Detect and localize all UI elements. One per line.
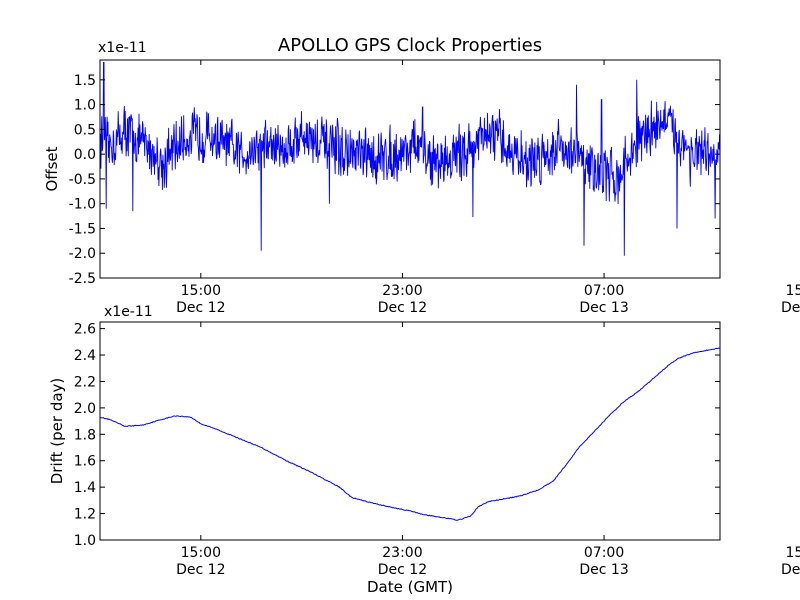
offset-y-tick-label: -1.0 (69, 197, 96, 213)
offset-scale-label: x1e-11 (98, 40, 147, 56)
offset-y-tick-label: 0.0 (74, 147, 96, 163)
drift-x-axis-label: Date (GMT) (367, 578, 453, 596)
drift-y-tick-label: 1.4 (74, 480, 96, 496)
offset-x-tick-date-label: Dec 12 (378, 300, 427, 316)
offset-x-tick-time-label: 15:00 (181, 283, 221, 299)
drift-series-line (100, 347, 720, 521)
offset-x-tick-time-label: 07:00 (584, 283, 624, 299)
offset-y-axis-label: Offset (43, 146, 61, 191)
offset-x-tick-date-label: Dec 13 (579, 300, 628, 316)
offset-plot-area (100, 62, 720, 256)
drift-x-tick-date-label: Dec 12 (378, 562, 427, 578)
offset-y-tick-label: -0.5 (69, 172, 96, 188)
drift-scale-label: x1e-11 (104, 304, 153, 320)
drift-x-tick-time-label: 23:00 (382, 545, 422, 561)
offset-y-tick-label: -1.5 (69, 221, 96, 237)
drift-x-tick-time-label: 15:00 (181, 545, 221, 561)
offset-series-line (100, 62, 720, 256)
drift-y-tick-label: 2.4 (74, 348, 96, 364)
drift-y-tick-label: 1.2 (74, 507, 96, 523)
offset-x-tick-time-label: 23:00 (382, 283, 422, 299)
offset-ticks: -2.5-2.0-1.5-1.0-0.50.00.51.01.515:00Dec… (69, 60, 800, 316)
offset-y-tick-label: 0.5 (74, 122, 96, 138)
drift-y-tick-label: 1.0 (74, 533, 96, 549)
drift-y-tick-label: 2.6 (74, 322, 96, 338)
drift-x-tick-date-label: Dec 12 (176, 562, 225, 578)
offset-x-tick-date-label: Dec 13 (781, 300, 800, 316)
drift-x-tick-date-label: Dec 13 (781, 562, 800, 578)
drift-y-tick-label: 2.2 (74, 374, 96, 390)
offset-x-tick-date-label: Dec 12 (176, 300, 225, 316)
drift-axes-frame (99, 321, 721, 541)
drift-y-tick-label: 1.8 (74, 427, 96, 443)
offset-x-tick-time-label: 15:00 (786, 283, 800, 299)
drift-y-tick-label: 2.0 (74, 401, 96, 417)
offset-y-tick-label: 1.0 (74, 98, 96, 114)
offset-axes-frame (99, 59, 721, 279)
drift-x-tick-time-label: 07:00 (584, 545, 624, 561)
offset-y-tick-label: 1.5 (74, 73, 96, 89)
drift-x-tick-date-label: Dec 13 (579, 562, 628, 578)
chart-title: APOLLO GPS Clock Properties (278, 35, 542, 56)
drift-x-tick-time-label: 15:00 (786, 545, 800, 561)
offset-y-tick-label: -2.0 (69, 246, 96, 262)
drift-y-tick-label: 1.6 (74, 454, 96, 470)
drift-y-axis-label: Drift (per day) (48, 378, 66, 485)
offset-panel: -2.5-2.0-1.5-1.0-0.50.00.51.01.515:00Dec… (43, 40, 800, 316)
drift-plot-area (100, 347, 720, 521)
offset-y-tick-label: -2.5 (69, 271, 96, 287)
